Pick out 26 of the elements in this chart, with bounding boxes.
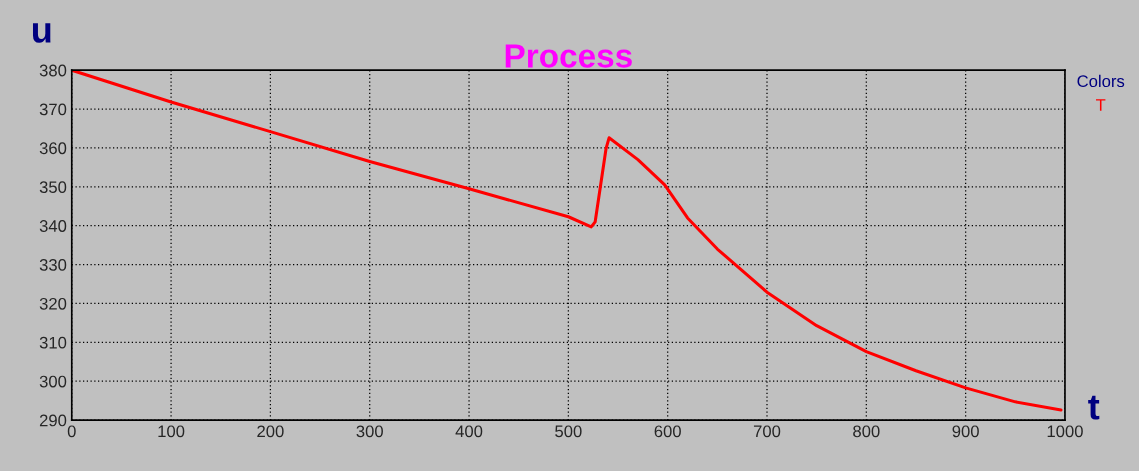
x-tick-label: 500: [555, 425, 582, 438]
y-tick-label: 380: [39, 64, 67, 77]
x-tick-label: 0: [67, 425, 76, 438]
x-tick-label: 700: [753, 425, 781, 438]
chart-title: Process: [505, 44, 632, 68]
y-tick-label: 340: [39, 220, 67, 232]
x-tick-label: 1000: [1047, 425, 1083, 438]
y-tick-label: 300: [39, 375, 67, 388]
y-tick-label: 310: [39, 336, 67, 349]
x-tick-label: 600: [654, 425, 681, 438]
x-tick-label: 300: [356, 425, 383, 438]
legend-title: Colors: [1077, 74, 1125, 88]
y-axis-title: u: [32, 23, 51, 43]
y-tick-label: 370: [39, 103, 67, 116]
x-axis-title: t: [1088, 395, 1100, 420]
y-tick-label: 320: [39, 297, 67, 310]
x-tick-label: 400: [455, 425, 483, 438]
text: T: [1096, 99, 1106, 111]
y-tick-label: 330: [39, 259, 67, 271]
x-tick-label: 100: [158, 425, 185, 438]
y-tick-label: 350: [39, 181, 67, 194]
y-tick-label: 290: [39, 414, 67, 427]
x-tick-label: 200: [257, 425, 284, 438]
x-tick-label: 800: [853, 425, 880, 438]
y-tick-label: 360: [39, 142, 67, 155]
x-tick-label: 900: [952, 425, 979, 438]
